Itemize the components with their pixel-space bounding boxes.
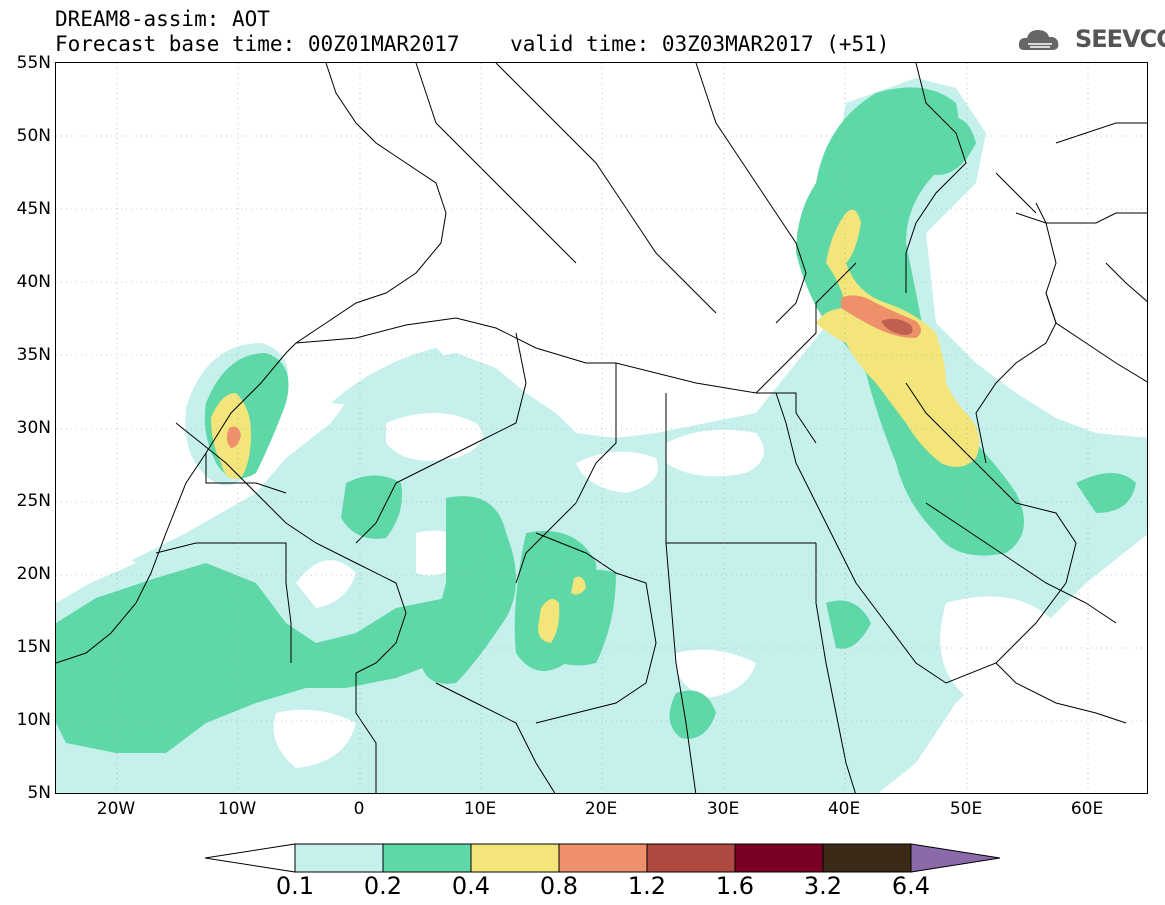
lat-label: 35N [16,345,51,365]
lon-label: 30E [706,799,740,819]
cloud-icon [1018,30,1059,50]
coastlines-borders [56,63,1147,793]
lon-label: 10W [217,799,257,819]
aot-clear-areas [56,413,1056,768]
colorbar-label: 0.4 [451,872,491,900]
colorbar-bin [822,843,912,873]
lat-label: 50N [16,126,51,146]
lon-label: 20E [584,799,618,819]
lat-label: 45N [16,199,51,219]
aot-map [56,63,1147,793]
lat-label: 5N [27,783,51,803]
forecast-time-subtitle: Forecast base time: 00Z01MAR2017 valid t… [55,32,890,56]
lat-label: 20N [16,564,51,584]
colorbar-low-arrow [205,843,296,873]
colorbar-bin [734,843,824,873]
map-title: DREAM8-assim: AOT [55,7,270,31]
seevccc-logo: SEEVCCC [1075,25,1165,53]
colorbar-bin [294,843,384,873]
colorbar-label: 0.2 [363,872,403,900]
map-gridlines [56,63,1147,793]
lon-label: 40E [827,799,861,819]
colorbar-label: 0.1 [275,872,315,900]
colorbar-label: 1.6 [715,872,755,900]
lon-label: 10E [463,799,497,819]
lon-label: 20W [96,799,136,819]
lat-label: 15N [16,637,51,657]
lon-label: 60E [1070,799,1104,819]
colorbar-high-arrow [910,843,1000,873]
colorbar-bin [558,843,648,873]
aot-contour-1.2 [881,318,913,335]
colorbar-bin [646,843,736,873]
colorbar-bin [382,843,472,873]
lat-label: 40N [16,272,51,292]
lat-label: 30N [16,418,51,438]
lat-label: 25N [16,491,51,511]
colorbar-label: 1.2 [627,872,667,900]
lon-label: 0 [353,799,365,819]
colorbar-label: 6.4 [891,872,931,900]
aot-colorbar [205,843,1000,873]
lon-label: 50E [949,799,983,819]
colorbar-bin [470,843,560,873]
lat-label: 55N [16,53,51,73]
colorbar-label: 0.8 [539,872,579,900]
lat-label: 10N [16,710,51,730]
colorbar-label: 3.2 [803,872,843,900]
map-panel [55,62,1148,794]
